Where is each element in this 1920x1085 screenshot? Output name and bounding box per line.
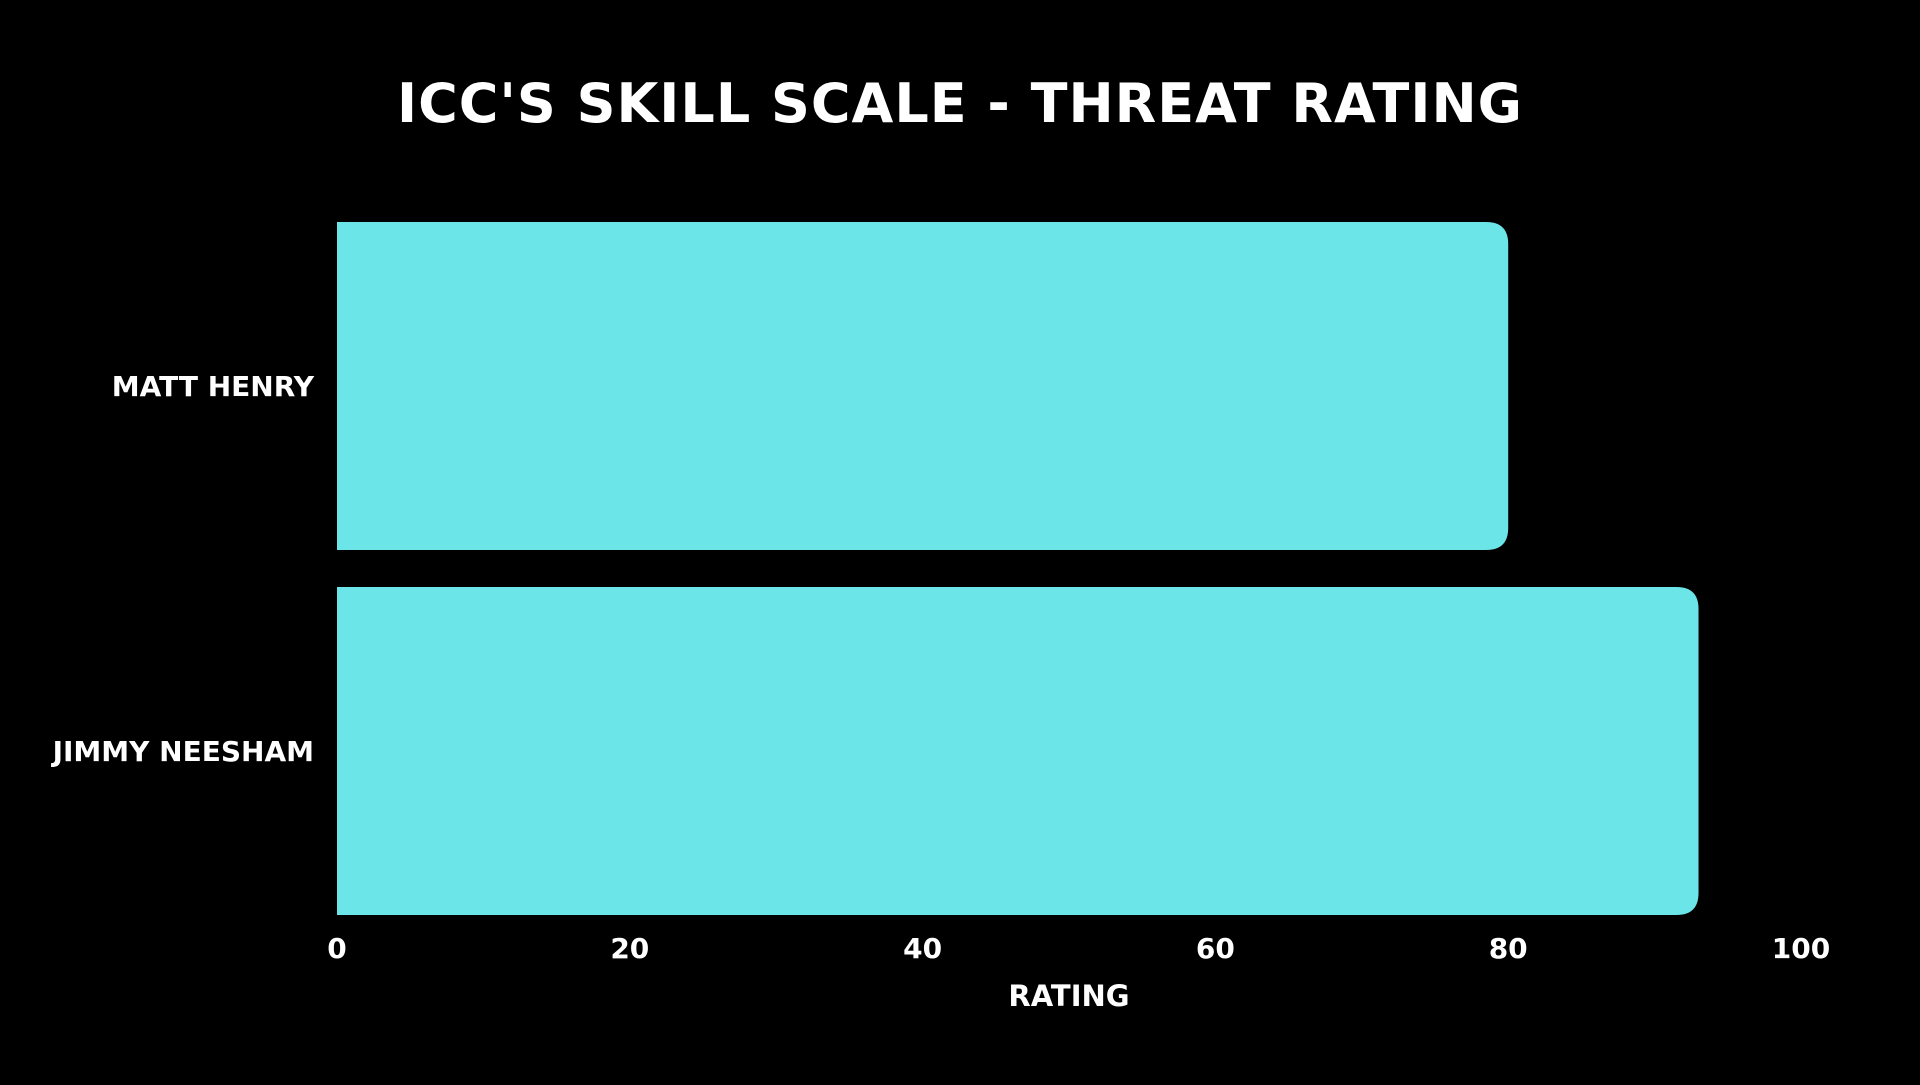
x-tick-label-40: 40 [903, 932, 942, 965]
x-axis-label: RATING [1008, 979, 1129, 1013]
x-tick-label-60: 60 [1196, 932, 1235, 965]
category-labels: MATT HENRY JIMMY NEESHAM [51, 370, 315, 768]
x-tick-label-20: 20 [610, 932, 649, 965]
bars-layer [337, 222, 1699, 915]
category-label-jimmy-neesham: JIMMY NEESHAM [51, 735, 314, 768]
chart-title: ICC'S SKILL SCALE - THREAT RATING [397, 72, 1523, 135]
category-label-matt-henry: MATT HENRY [112, 370, 315, 403]
x-axis-ticks: 0 20 40 60 80 100 [327, 932, 1830, 965]
x-tick-label-100: 100 [1772, 932, 1830, 965]
bar-jimmy-neesham [337, 587, 1699, 915]
x-tick-label-0: 0 [327, 932, 346, 965]
bar-matt-henry [337, 222, 1509, 550]
x-tick-label-80: 80 [1489, 932, 1528, 965]
